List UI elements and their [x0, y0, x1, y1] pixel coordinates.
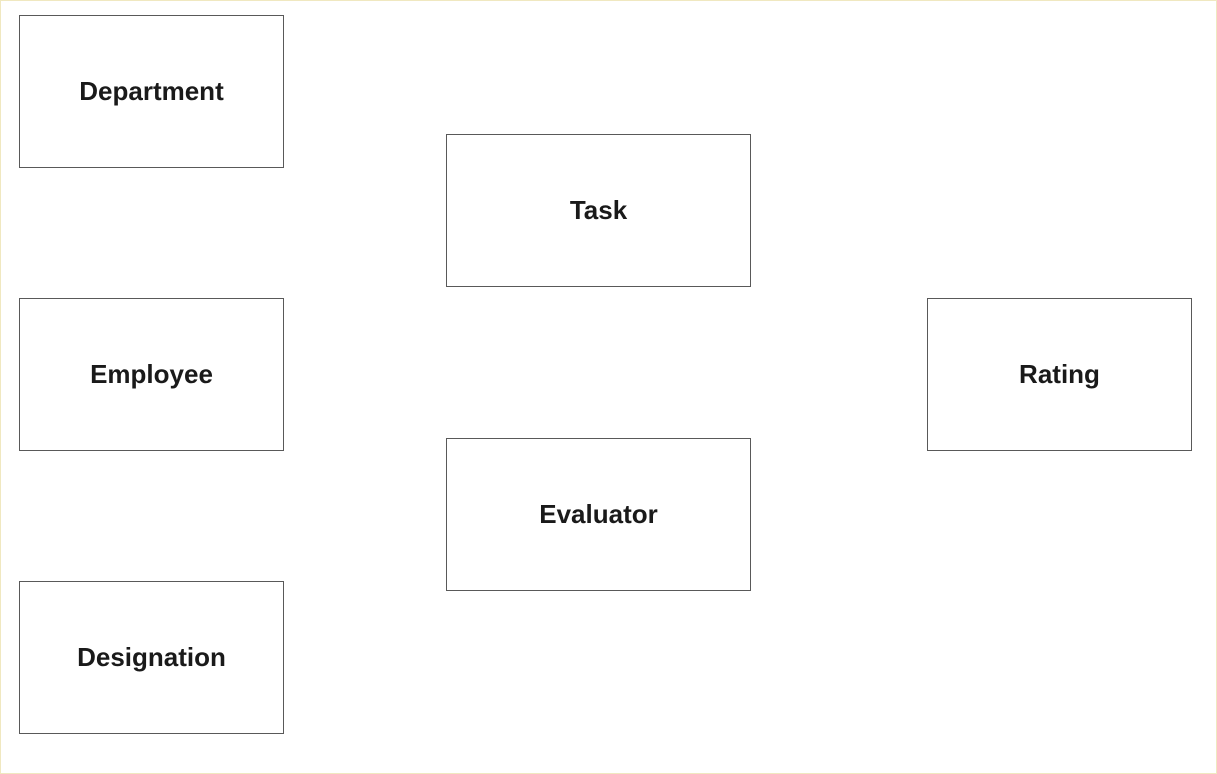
node-label: Task [570, 195, 627, 226]
node-employee: Employee [19, 298, 284, 451]
node-task: Task [446, 134, 751, 287]
node-label: Designation [77, 642, 226, 673]
node-evaluator: Evaluator [446, 438, 751, 591]
node-label: Evaluator [539, 499, 658, 530]
node-department: Department [19, 15, 284, 168]
node-label: Department [79, 76, 223, 107]
node-label: Rating [1019, 359, 1100, 390]
node-designation: Designation [19, 581, 284, 734]
node-rating: Rating [927, 298, 1192, 451]
node-label: Employee [90, 359, 213, 390]
diagram-canvas: Department Employee Designation Task Evaluat… [0, 0, 1217, 774]
